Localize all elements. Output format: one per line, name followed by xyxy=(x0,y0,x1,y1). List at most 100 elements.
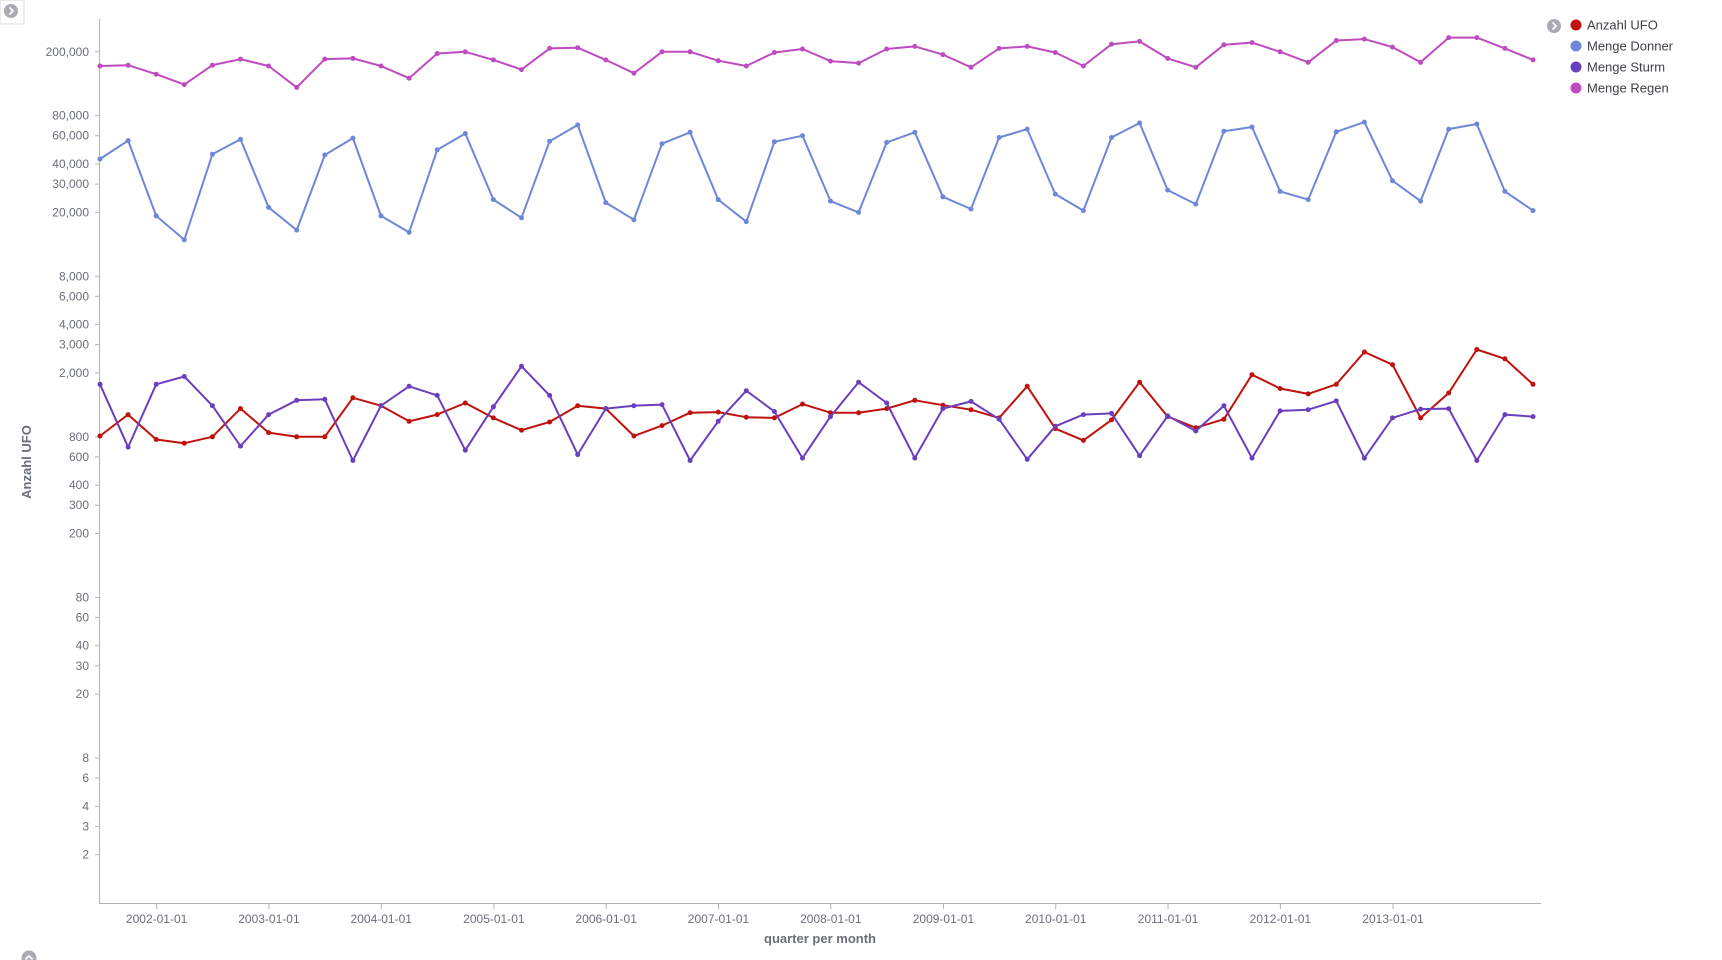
data-point[interactable] xyxy=(266,63,272,69)
data-point[interactable] xyxy=(1446,390,1452,396)
data-point[interactable] xyxy=(631,70,637,76)
data-point[interactable] xyxy=(97,381,103,387)
data-point[interactable] xyxy=(1474,347,1480,352)
data-point[interactable] xyxy=(294,84,300,90)
data-point[interactable] xyxy=(519,67,524,73)
data-point[interactable] xyxy=(743,388,749,394)
data-point[interactable] xyxy=(97,156,103,162)
data-point[interactable] xyxy=(462,131,468,136)
data-point[interactable] xyxy=(350,55,356,61)
data-point[interactable] xyxy=(1165,55,1171,61)
data-point[interactable] xyxy=(631,217,637,223)
data-point[interactable] xyxy=(490,404,496,410)
data-point[interactable] xyxy=(940,52,946,58)
data-point[interactable] xyxy=(1052,423,1058,429)
data-point[interactable] xyxy=(153,437,159,442)
data-point[interactable] xyxy=(687,49,693,55)
data-point[interactable] xyxy=(800,401,805,407)
data-point[interactable] xyxy=(603,200,609,206)
data-point[interactable] xyxy=(294,434,300,440)
data-point[interactable] xyxy=(378,213,384,219)
data-point[interactable] xyxy=(1137,120,1143,126)
data-point[interactable] xyxy=(1109,410,1114,416)
data-point[interactable] xyxy=(1502,188,1508,194)
data-point[interactable] xyxy=(687,129,693,135)
data-point[interactable] xyxy=(350,458,356,463)
data-point[interactable] xyxy=(1390,178,1395,184)
data-point[interactable] xyxy=(743,219,749,225)
legend-item[interactable]: Menge Donner xyxy=(1570,39,1674,54)
data-point[interactable] xyxy=(547,45,553,51)
data-point[interactable] xyxy=(1221,42,1227,48)
data-point[interactable] xyxy=(1530,208,1536,214)
data-point[interactable] xyxy=(631,433,637,439)
data-point[interactable] xyxy=(1052,191,1058,197)
data-point[interactable] xyxy=(434,392,440,398)
data-point[interactable] xyxy=(1474,458,1480,463)
data-point[interactable] xyxy=(968,64,974,70)
data-point[interactable] xyxy=(603,406,609,412)
data-point[interactable] xyxy=(1221,128,1227,134)
data-point[interactable] xyxy=(1418,59,1424,65)
data-point[interactable] xyxy=(687,410,693,416)
data-point[interactable] xyxy=(1418,406,1424,412)
data-point[interactable] xyxy=(1109,135,1114,140)
data-point[interactable] xyxy=(238,136,243,142)
data-point[interactable] xyxy=(1305,197,1311,203)
data-point[interactable] xyxy=(350,395,356,401)
data-point[interactable] xyxy=(828,58,833,64)
data-point[interactable] xyxy=(547,419,553,425)
data-point[interactable] xyxy=(238,443,243,449)
data-point[interactable] xyxy=(1530,57,1536,63)
data-point[interactable] xyxy=(1221,403,1227,409)
data-point[interactable] xyxy=(1109,41,1114,47)
data-point[interactable] xyxy=(1109,417,1114,423)
data-point[interactable] xyxy=(828,414,833,420)
data-point[interactable] xyxy=(209,403,215,409)
data-point[interactable] xyxy=(659,423,665,429)
data-point[interactable] xyxy=(715,58,721,64)
data-point[interactable] xyxy=(490,57,496,63)
data-point[interactable] xyxy=(1024,43,1030,49)
data-point[interactable] xyxy=(322,152,328,158)
data-point[interactable] xyxy=(322,56,328,62)
data-point[interactable] xyxy=(659,402,665,408)
data-point[interactable] xyxy=(406,229,412,235)
data-point[interactable] xyxy=(1193,201,1199,207)
data-point[interactable] xyxy=(406,418,412,424)
data-point[interactable] xyxy=(771,415,777,421)
legend-item[interactable]: Menge Sturm xyxy=(1570,60,1666,75)
data-point[interactable] xyxy=(743,414,749,420)
data-point[interactable] xyxy=(856,379,862,385)
data-point[interactable] xyxy=(1446,126,1452,132)
data-point[interactable] xyxy=(462,447,468,453)
data-point[interactable] xyxy=(1277,386,1283,391)
data-point[interactable] xyxy=(856,410,862,416)
data-point[interactable] xyxy=(1418,198,1424,204)
data-point[interactable] xyxy=(1333,398,1339,404)
data-point[interactable] xyxy=(1249,455,1255,461)
data-point[interactable] xyxy=(462,400,468,406)
data-point[interactable] xyxy=(1361,455,1367,461)
data-point[interactable] xyxy=(1502,412,1508,418)
data-point[interactable] xyxy=(519,427,524,433)
data-point[interactable] xyxy=(266,204,272,210)
data-point[interactable] xyxy=(743,63,749,69)
data-point[interactable] xyxy=(97,63,103,69)
data-point[interactable] xyxy=(856,60,862,66)
data-point[interactable] xyxy=(519,363,524,369)
data-point[interactable] xyxy=(1080,208,1086,214)
data-point[interactable] xyxy=(575,403,581,409)
data-point[interactable] xyxy=(125,138,131,144)
data-point[interactable] xyxy=(1530,381,1536,387)
data-point[interactable] xyxy=(659,141,665,147)
data-point[interactable] xyxy=(434,147,440,153)
data-point[interactable] xyxy=(547,392,553,398)
data-point[interactable] xyxy=(322,396,328,402)
data-point[interactable] xyxy=(1080,63,1086,69)
data-point[interactable] xyxy=(771,409,777,414)
data-point[interactable] xyxy=(1305,407,1311,413)
data-point[interactable] xyxy=(1249,372,1255,378)
data-point[interactable] xyxy=(462,49,468,55)
data-point[interactable] xyxy=(715,197,721,203)
